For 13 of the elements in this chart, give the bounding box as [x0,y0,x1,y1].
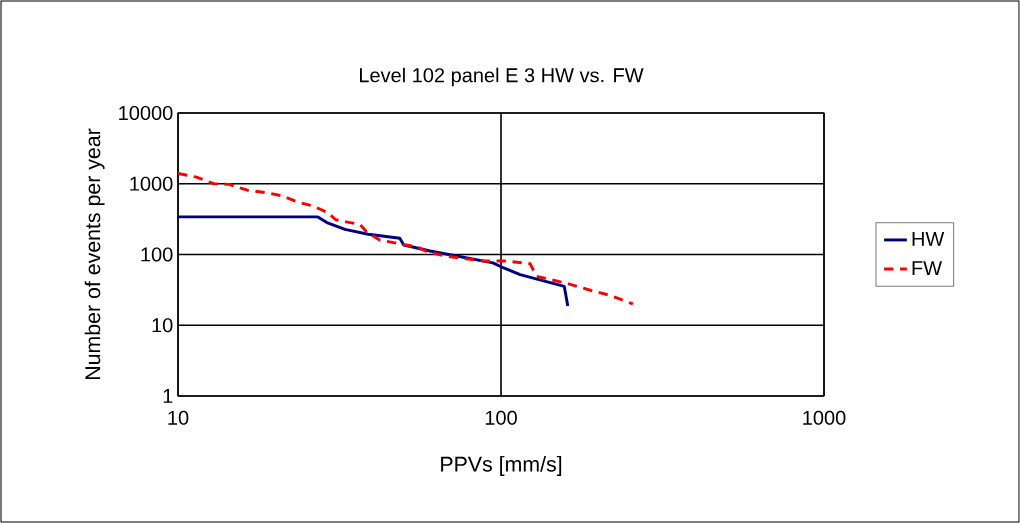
legend-label: FW [912,261,942,275]
chart-title: Level 102 panel E 3 HW vs. FW [359,67,644,87]
y-tick-label: 100 [141,247,173,262]
y-tick-label: 1 [163,389,173,403]
y-tick-label: 10 [152,318,173,333]
x-tick-label: 10 [168,410,189,425]
x-tick-label: 1000 [803,410,846,425]
y-axis-title: Number of events per year [84,128,105,380]
legend-label: HW [912,232,945,246]
y-tick-label: 10000 [119,105,173,121]
y-tick-label: 1000 [130,176,173,191]
x-axis-title: PPVs [mm/s] [441,456,562,476]
x-tick-label: 100 [485,410,517,425]
